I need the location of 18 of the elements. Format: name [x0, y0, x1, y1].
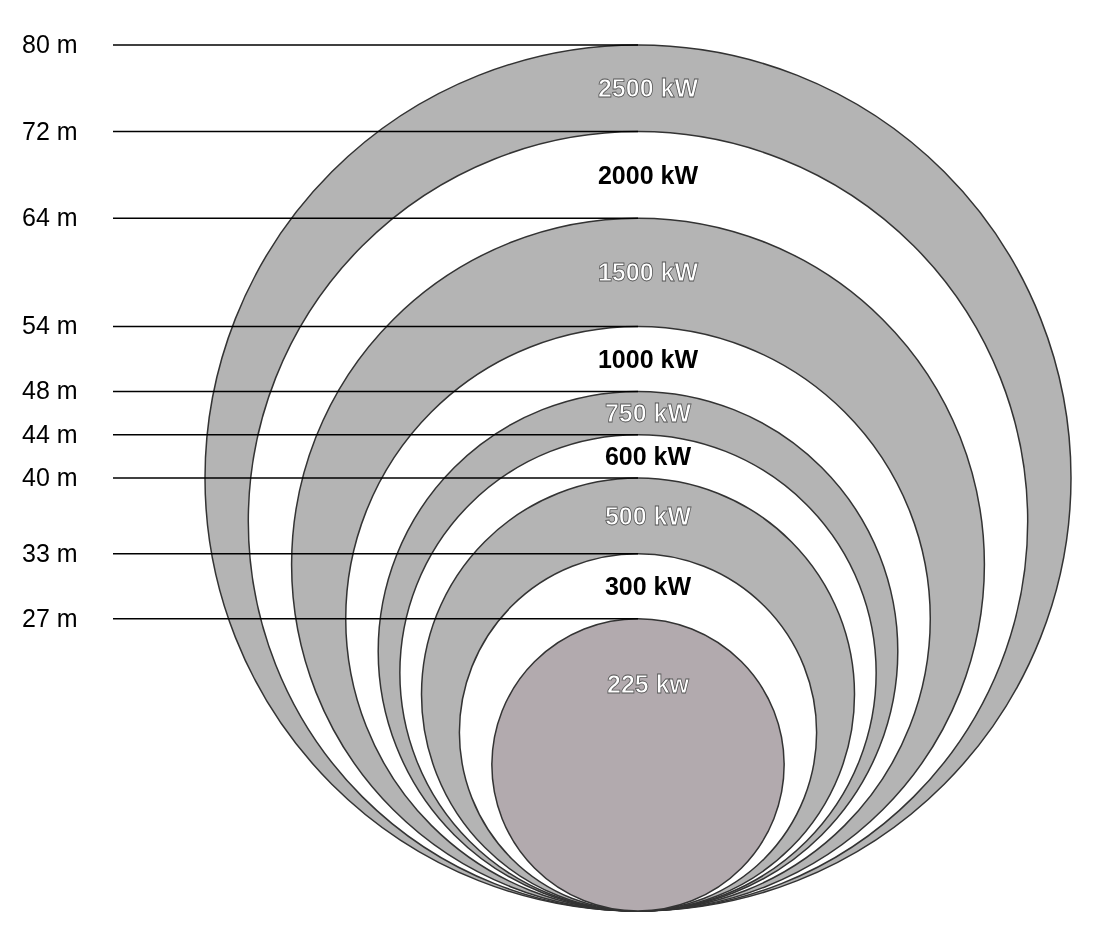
- data-label: 72 m: [22, 116, 78, 145]
- category-label: 750 kW: [604, 399, 692, 428]
- category-label: 1500 kW: [597, 258, 699, 287]
- category-label: 2000 kW: [597, 160, 699, 189]
- category-label: 1000 kW: [597, 344, 699, 373]
- data-label: 33 m: [22, 538, 78, 567]
- category-label: 500 kW: [604, 501, 692, 530]
- data-label: 27 m: [22, 603, 78, 632]
- category-label: 2500 kW: [597, 74, 699, 103]
- data-label: 80 m: [22, 30, 78, 58]
- data-label: 44 m: [22, 419, 78, 448]
- category-label: 600 kW: [604, 442, 692, 471]
- category-label: 225 kw: [606, 670, 690, 699]
- category-label: 300 kW: [604, 572, 692, 601]
- data-label: 54 m: [22, 311, 78, 340]
- data-label: 48 m: [22, 376, 78, 405]
- data-label: 64 m: [22, 203, 78, 232]
- data-label: 40 m: [22, 463, 78, 491]
